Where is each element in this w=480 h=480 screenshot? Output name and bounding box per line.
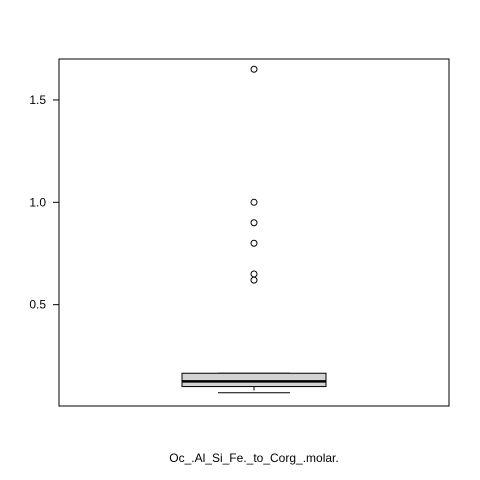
- x-axis-label: Oc_.Al_Si_Fe._to_Corg_.molar.: [169, 451, 338, 465]
- outlier-point: [250, 276, 258, 284]
- y-tick-label: 0.5: [29, 298, 46, 312]
- outlier-point: [250, 219, 258, 227]
- y-tick-label: 1.5: [29, 93, 46, 107]
- outlier-point: [250, 198, 258, 206]
- outlier-point: [250, 239, 258, 247]
- box-group: [181, 372, 327, 394]
- outlier-group: [250, 65, 258, 284]
- y-tick-label: 1.0: [29, 195, 46, 209]
- plot-frame: [58, 58, 450, 407]
- y-axis: 0.5 1.0 1.5: [29, 93, 59, 312]
- iqr-box: [181, 372, 327, 388]
- outlier-point: [250, 65, 258, 73]
- outlier-point: [250, 270, 258, 278]
